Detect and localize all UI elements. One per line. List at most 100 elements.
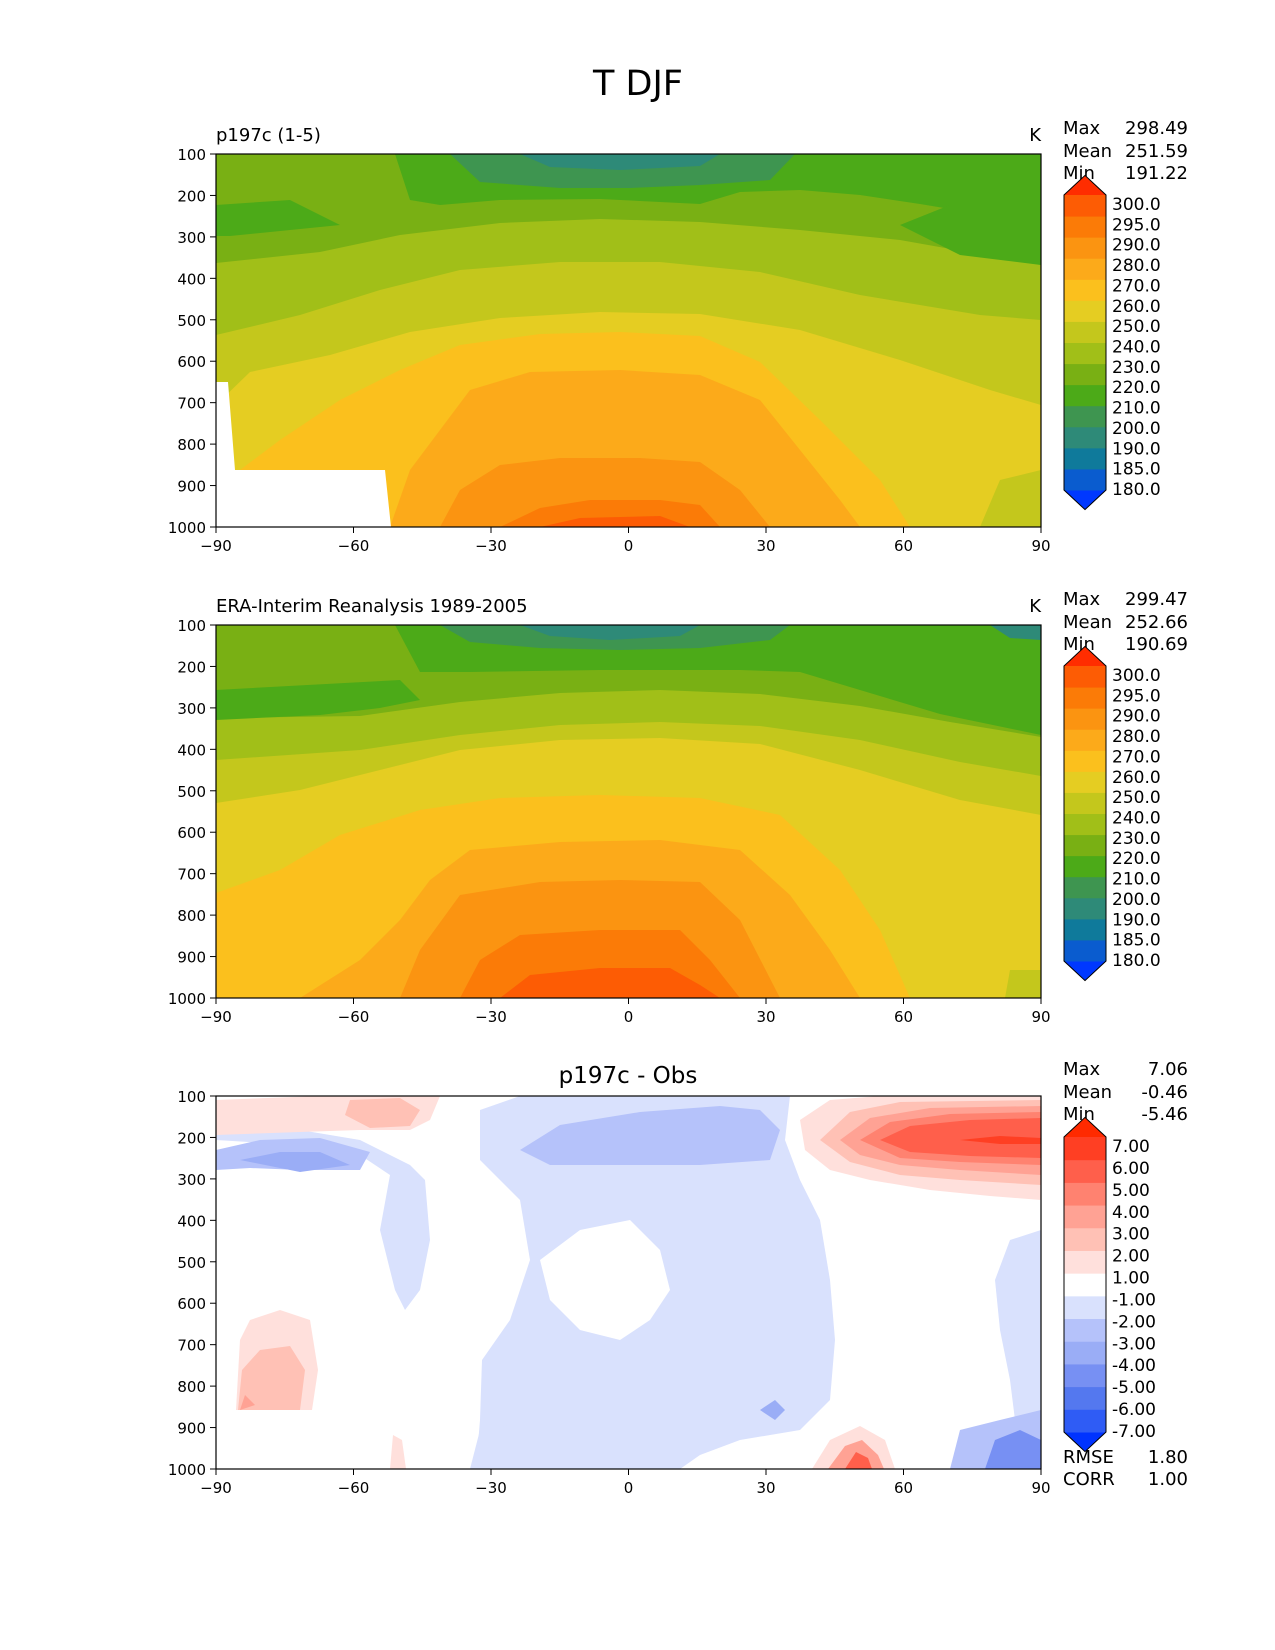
y-tick-label: 400 [177,270,206,288]
colorbar-swatch [1064,876,1106,899]
colorbar-swatch [1064,405,1106,428]
colorbar-label: -3.00 [1112,1334,1156,1354]
colorbar-swatch [1064,750,1106,772]
colorbar-swatch [1064,1182,1106,1206]
y-tick-label: 1000 [168,990,206,1008]
colorbar-swatch [1064,342,1106,365]
colorbar-swatch [1064,363,1106,386]
stat-value: 299.47 [1125,589,1188,610]
units-label-obs: K [1029,596,1042,617]
x-ticks-obs: −90 −60 −30 0 30 60 90 [200,998,1051,1026]
colorbar-swatch [1064,1205,1106,1229]
colorbar-label: 190.0 [1112,910,1161,930]
y-tick-label: 100 [177,617,206,635]
colorbar-swatch [1064,1363,1106,1388]
stat-value: 7.06 [1148,1059,1188,1080]
colorbar-label: 300.0 [1112,666,1161,686]
stat-label: Max [1063,118,1101,139]
stat-value: 190.69 [1125,634,1188,655]
y-tick-label: 900 [177,949,206,967]
colorbar-label: 200.0 [1112,890,1161,910]
stats-diff: Max 7.06 Mean -0.46 Min -5.46 RMSE 1.80 … [1063,1059,1188,1490]
x-tick-label: −90 [200,1008,232,1026]
stat-label: Max [1063,1059,1101,1080]
colorbar-swatch [1064,468,1106,491]
x-tick-label: 90 [1031,1008,1050,1026]
colorbar-swatch [1064,300,1106,322]
colorbar-swatch [1064,729,1106,751]
colorbar-label: 190.0 [1112,439,1161,459]
panel-title-model: p197c (1-5) [216,125,321,146]
colorbar-swatch [1064,939,1106,962]
y-tick-label: 600 [177,824,206,842]
x-tick-label: 60 [894,1008,913,1026]
colorbar-swatch [1064,195,1106,217]
colorbar-swatch [1064,1341,1106,1365]
colorbar-swatch [1064,1273,1106,1297]
x-tick-label: 90 [1031,537,1050,555]
stat-label: Mean [1063,141,1112,162]
y-tick-label: 600 [177,1295,206,1313]
y-tick-label: 900 [177,1420,206,1438]
stat-label: Mean [1063,612,1112,633]
y-tick-label: 200 [177,187,206,205]
colorbar-swatch [1064,1159,1106,1183]
corr-value: 1.00 [1148,1469,1188,1490]
y-tick-label: 400 [177,1212,206,1230]
y-tick-label: 300 [177,229,206,247]
y-tick-label: 500 [177,312,206,330]
colorbar-swatch [1064,666,1106,688]
colorbar-label: 230.0 [1112,358,1161,378]
colorbar-swatch [1064,708,1106,730]
y-tick-label: 200 [177,1129,206,1147]
page-title: T DJF [592,64,683,104]
colorbar-label: 295.0 [1112,686,1161,706]
colorbar-outline [1063,174,1107,511]
colorbar-swatch [1064,426,1106,449]
x-tick-label: −90 [200,537,232,555]
colorbar-label: 3.00 [1112,1225,1150,1245]
colorbar-diff: 7.006.005.004.003.002.001.00-1.00-2.00-3… [1063,1116,1156,1453]
x-tick-label: 30 [756,1008,775,1026]
colorbar-label: -5.00 [1112,1378,1156,1398]
x-ticks-model: −90 −60 −30 0 30 60 90 [200,527,1051,555]
colorbar-label: 250.0 [1112,788,1161,808]
colorbar-label: 7.00 [1112,1137,1150,1157]
colorbar-extension-low [1064,961,1106,981]
colorbar-swatch [1064,237,1106,259]
colorbar-swatch [1064,1386,1106,1410]
colorbar-label: -4.00 [1112,1356,1156,1376]
colorbar-swatch [1064,1318,1106,1342]
x-tick-label: −30 [475,1008,507,1026]
colorbar-label: 260.0 [1112,297,1161,317]
y-ticks-obs: 100 200 300 400 500 600 700 800 900 1000 [168,617,216,1008]
panel-diff: p197c - Obs 1002003004005006007008009001… [168,1059,1188,1497]
stats-model: Max 298.49 Mean 251.59 Min 191.22 [1063,118,1188,184]
x-tick-label: 30 [756,1479,775,1497]
y-tick-label: 700 [177,395,206,413]
stat-label: Mean [1063,1082,1112,1103]
colorbar-label: 250.0 [1112,317,1161,337]
colorbar-obs: 300.0295.0290.0280.0270.0260.0250.0240.0… [1063,645,1161,982]
colorbar-extension-high [1064,646,1106,666]
x-tick-label: 60 [894,1479,913,1497]
x-tick-label: −90 [200,1479,232,1497]
colorbar-extension-low [1064,490,1106,510]
colorbar-swatch [1064,258,1106,280]
panel-title-diff: p197c - Obs [559,1063,698,1089]
colorbar-label: 4.00 [1112,1203,1150,1223]
colorbar-swatch [1064,279,1106,301]
colorbar-extension-high [1064,175,1106,195]
y-tick-label: 1000 [168,1461,206,1479]
colorbar-label: 295.0 [1112,215,1161,235]
colorbar-label: 220.0 [1112,849,1161,869]
x-tick-label: −60 [338,537,370,555]
colorbar-label: 280.0 [1112,727,1161,747]
colorbar-swatch [1064,1137,1106,1161]
colorbar-swatch [1064,897,1106,920]
y-tick-label: 800 [177,907,206,925]
rmse-label: RMSE [1063,1447,1114,1468]
colorbar-swatch [1064,1250,1106,1274]
colorbar-label: 290.0 [1112,707,1161,727]
colorbar-label: -2.00 [1112,1312,1156,1332]
